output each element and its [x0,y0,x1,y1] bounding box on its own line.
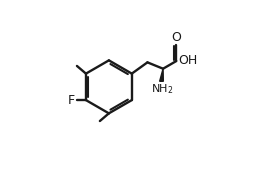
Polygon shape [160,69,163,81]
Text: F: F [68,94,75,107]
Text: O: O [171,31,181,44]
Text: OH: OH [178,54,197,67]
Text: NH$_2$: NH$_2$ [151,82,173,96]
